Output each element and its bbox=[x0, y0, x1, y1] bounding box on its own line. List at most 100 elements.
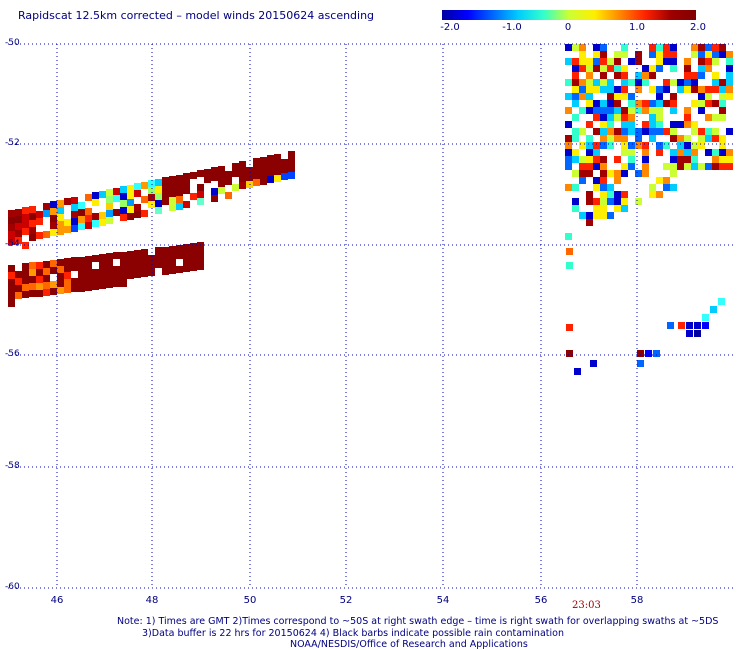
wind-cell bbox=[572, 198, 579, 205]
wind-cell bbox=[50, 281, 57, 288]
wind-cell bbox=[607, 72, 614, 79]
wind-cell bbox=[635, 142, 642, 149]
wind-cell bbox=[225, 171, 232, 178]
wind-cell bbox=[8, 224, 15, 231]
wind-cell bbox=[134, 211, 141, 218]
wind-cell bbox=[593, 65, 600, 72]
wind-cell bbox=[22, 284, 29, 291]
wind-cell bbox=[29, 206, 36, 213]
wind-cell bbox=[635, 79, 642, 86]
wind-cell bbox=[566, 324, 573, 331]
map-title: Rapidscat 12.5km corrected – model winds… bbox=[18, 9, 375, 22]
wind-cell bbox=[656, 86, 663, 93]
wind-cell bbox=[566, 262, 573, 269]
wind-cell bbox=[677, 114, 684, 121]
wind-cell bbox=[719, 114, 726, 121]
wind-cell bbox=[607, 128, 614, 135]
wind-cell bbox=[120, 273, 127, 280]
wind-cell bbox=[614, 170, 621, 177]
wind-cell bbox=[197, 263, 204, 270]
wind-cell bbox=[57, 221, 64, 228]
wind-cell bbox=[621, 205, 628, 212]
wind-cell bbox=[586, 212, 593, 219]
wind-cell bbox=[43, 268, 50, 275]
wind-cell bbox=[600, 212, 607, 219]
wind-cell bbox=[113, 188, 120, 195]
wind-cell bbox=[607, 135, 614, 142]
wind-cell bbox=[712, 163, 719, 170]
wind-cell bbox=[155, 254, 162, 261]
wind-cell bbox=[621, 135, 628, 142]
wind-cell bbox=[691, 156, 698, 163]
colorbar-tick-label: 2.0 bbox=[690, 22, 706, 33]
wind-cell bbox=[155, 179, 162, 186]
wind-cell bbox=[50, 201, 57, 208]
wind-cell bbox=[698, 128, 705, 135]
wind-cell bbox=[621, 44, 628, 51]
wind-cell bbox=[719, 135, 726, 142]
wind-cell bbox=[565, 44, 572, 51]
wind-cell bbox=[253, 165, 260, 172]
wind-cell bbox=[726, 121, 733, 128]
wind-cell bbox=[113, 195, 120, 202]
wind-cell bbox=[670, 79, 677, 86]
wind-cell bbox=[197, 170, 204, 177]
wind-cell bbox=[691, 163, 698, 170]
wind-cell bbox=[677, 121, 684, 128]
wind-cell bbox=[288, 158, 295, 165]
wind-cell bbox=[572, 184, 579, 191]
wind-cell bbox=[670, 170, 677, 177]
wind-cell bbox=[593, 128, 600, 135]
wind-cell bbox=[686, 322, 693, 329]
wind-cell bbox=[649, 51, 656, 58]
wind-cell bbox=[162, 247, 169, 254]
wind-cell bbox=[656, 51, 663, 58]
wind-cell bbox=[64, 226, 71, 233]
wind-cell bbox=[691, 86, 698, 93]
wind-cell bbox=[670, 135, 677, 142]
wind-cell bbox=[78, 285, 85, 292]
wind-cell bbox=[71, 197, 78, 204]
grid-lines bbox=[8, 43, 735, 589]
wind-cell bbox=[176, 245, 183, 252]
wind-cell bbox=[36, 290, 43, 297]
wind-cell bbox=[8, 272, 15, 279]
wind-cell bbox=[663, 128, 670, 135]
wind-cell bbox=[621, 128, 628, 135]
wind-cell bbox=[656, 142, 663, 149]
wind-cell bbox=[670, 65, 677, 72]
wind-cell bbox=[274, 168, 281, 175]
wind-cell bbox=[99, 191, 106, 198]
wind-cell bbox=[621, 191, 628, 198]
wind-cell bbox=[572, 170, 579, 177]
wind-cell bbox=[621, 114, 628, 121]
wind-cell bbox=[78, 257, 85, 264]
wind-cell bbox=[635, 107, 642, 114]
y-tick-label: -58 bbox=[5, 461, 20, 471]
wind-cell bbox=[718, 298, 725, 305]
wind-cell bbox=[71, 225, 78, 232]
colorbar-tick-label: 0 bbox=[564, 22, 572, 33]
wind-cell bbox=[586, 107, 593, 114]
wind-cell bbox=[565, 184, 572, 191]
wind-cell bbox=[628, 93, 635, 100]
wind-cell bbox=[694, 330, 701, 337]
wind-cell bbox=[593, 100, 600, 107]
wind-cell bbox=[686, 330, 693, 337]
wind-cell bbox=[607, 170, 614, 177]
wind-cell bbox=[127, 272, 134, 279]
wind-cell bbox=[15, 223, 22, 230]
wind-cell bbox=[572, 65, 579, 72]
wind-cell bbox=[586, 198, 593, 205]
wind-cell bbox=[8, 286, 15, 293]
wind-cell bbox=[120, 200, 127, 207]
wind-cell bbox=[628, 142, 635, 149]
wind-cell bbox=[649, 170, 656, 177]
wind-cell bbox=[663, 177, 670, 184]
wind-cell bbox=[621, 156, 628, 163]
wind-cell bbox=[719, 65, 726, 72]
wind-cell bbox=[78, 223, 85, 230]
wind-cell bbox=[614, 163, 621, 170]
wind-cell bbox=[579, 170, 586, 177]
wind-cell bbox=[120, 186, 127, 193]
